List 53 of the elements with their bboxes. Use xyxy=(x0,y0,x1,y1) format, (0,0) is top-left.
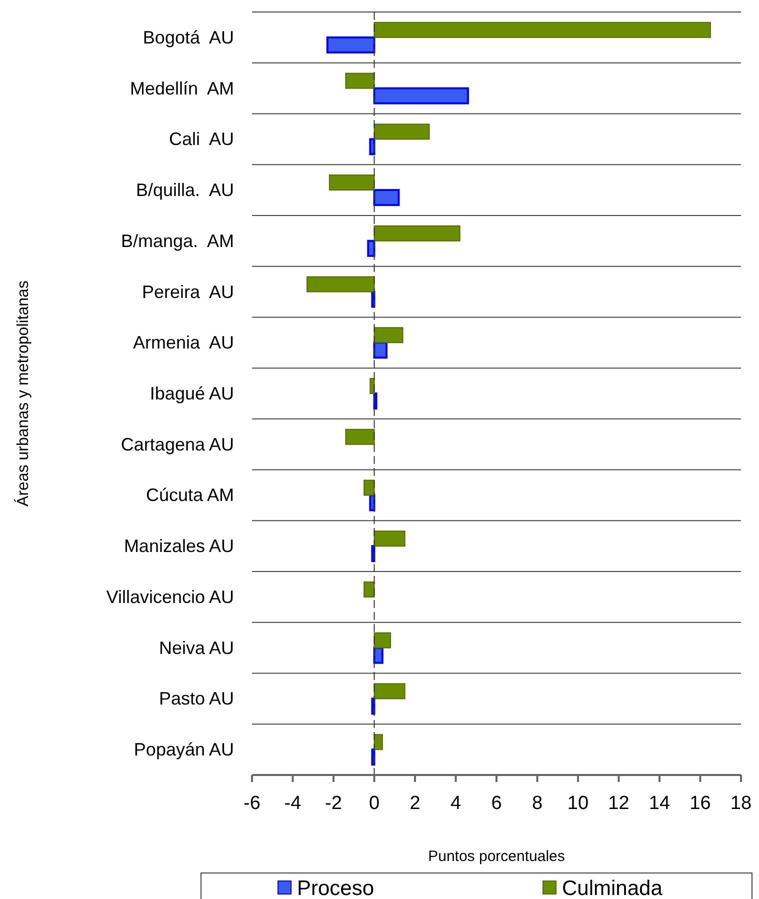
bar xyxy=(374,734,383,750)
bar xyxy=(374,124,430,140)
y-axis-title: Áreas urbanas y metropolitanas xyxy=(14,280,32,506)
y-tick-label: Cali AU xyxy=(168,129,234,150)
y-tick-label: Villavicencio AU xyxy=(106,586,234,607)
y-tick-label: Armenia AU xyxy=(132,332,234,353)
y-tick-label: B/quilla. AU xyxy=(136,180,234,200)
y-tick-label: Pasto AU xyxy=(158,688,234,709)
y-tick-label: Pereira AU xyxy=(142,282,234,302)
bar xyxy=(326,36,376,54)
y-tick-label: Manizales AU xyxy=(124,536,234,556)
bar xyxy=(328,174,375,191)
bar xyxy=(374,530,406,547)
bar xyxy=(369,494,376,512)
x-tick-label: 2 xyxy=(410,793,420,814)
y-tick-label: Bogotá AU xyxy=(142,27,234,48)
bar xyxy=(374,22,711,38)
x-tick-label: 14 xyxy=(648,793,670,814)
y-tick-label: B/manga. AM xyxy=(120,230,234,251)
bar xyxy=(364,480,375,496)
x-tick-label: 0 xyxy=(368,793,380,814)
bar xyxy=(374,632,392,648)
bar xyxy=(370,378,375,394)
bar xyxy=(367,240,376,257)
x-tick-label: 10 xyxy=(567,793,589,814)
x-tick-label: 12 xyxy=(608,793,630,814)
bar xyxy=(373,87,469,104)
x-tick-label: -4 xyxy=(284,793,302,814)
bar xyxy=(306,276,375,292)
x-tick-label: 18 xyxy=(730,793,752,814)
x-tick-label: 6 xyxy=(491,793,502,814)
y-tick-label: Medellín AM xyxy=(130,78,234,98)
x-tick-label: -2 xyxy=(325,793,342,814)
bar xyxy=(374,683,406,700)
y-tick-label: Cartagena AU xyxy=(120,434,234,454)
bar xyxy=(364,581,375,598)
bar xyxy=(374,225,460,242)
y-tick-label: Cúcuta AM xyxy=(146,485,234,506)
y-tick-label: Ibagué AU xyxy=(150,384,234,404)
x-tick-label: 16 xyxy=(690,793,711,814)
bar xyxy=(374,327,404,344)
bar xyxy=(345,72,375,89)
x-tick-label: -6 xyxy=(244,793,260,814)
bar xyxy=(345,428,375,445)
x-tick-label: 8 xyxy=(532,793,543,814)
y-tick-label: Popayán AU xyxy=(134,740,234,760)
legend-label: Culminada xyxy=(562,877,663,899)
y-tick-label: Neiva AU xyxy=(158,638,234,658)
x-axis-title: Puntos porcentuales xyxy=(428,848,565,865)
bar xyxy=(373,189,400,206)
x-tick-label: 4 xyxy=(450,793,462,814)
legend-label: Proceso xyxy=(297,877,374,899)
bar xyxy=(369,138,376,156)
